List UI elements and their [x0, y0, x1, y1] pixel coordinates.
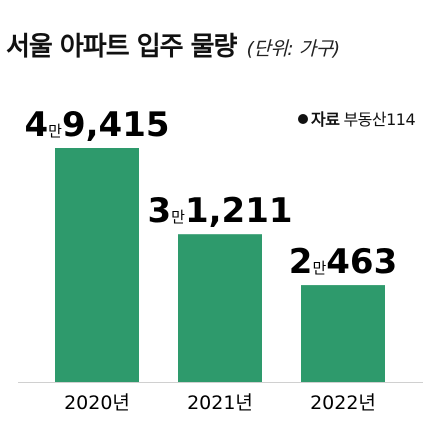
- value-label-rest-1: 1,211: [185, 191, 293, 231]
- value-label-2: 2만463: [289, 242, 397, 282]
- bar-0: [55, 148, 139, 382]
- value-label-man-2: 2: [289, 242, 313, 282]
- value-label-rest-2: 463: [326, 242, 397, 282]
- title-row: 서울 아파트 입주 물량 (단위: 가구): [6, 26, 340, 63]
- source-name: 부동산114: [343, 110, 416, 129]
- value-label-unit-1: 만: [171, 208, 185, 226]
- value-label-man-0: 4: [24, 105, 48, 145]
- value-label-rest-0: 9,415: [62, 105, 170, 145]
- source-label: 자료: [311, 110, 340, 129]
- chart-unit: (단위: 가구): [246, 38, 340, 60]
- value-label-unit-2: 만: [312, 259, 326, 277]
- category-label-2: 2022년: [310, 392, 376, 414]
- value-label-man-1: 3: [147, 191, 171, 231]
- bar-2: [301, 285, 385, 382]
- category-label-0: 2020년: [64, 392, 130, 414]
- category-label-1: 2021년: [187, 392, 253, 414]
- value-label-1: 3만1,211: [147, 191, 292, 231]
- source-note: 자료 부동산114: [298, 106, 416, 130]
- bar-1: [178, 234, 262, 382]
- chart-title: 서울 아파트 입주 물량: [6, 32, 237, 62]
- bullet-dot-icon: [298, 114, 308, 124]
- value-label-0: 4만9,415: [24, 105, 169, 145]
- value-label-unit-0: 만: [48, 122, 62, 140]
